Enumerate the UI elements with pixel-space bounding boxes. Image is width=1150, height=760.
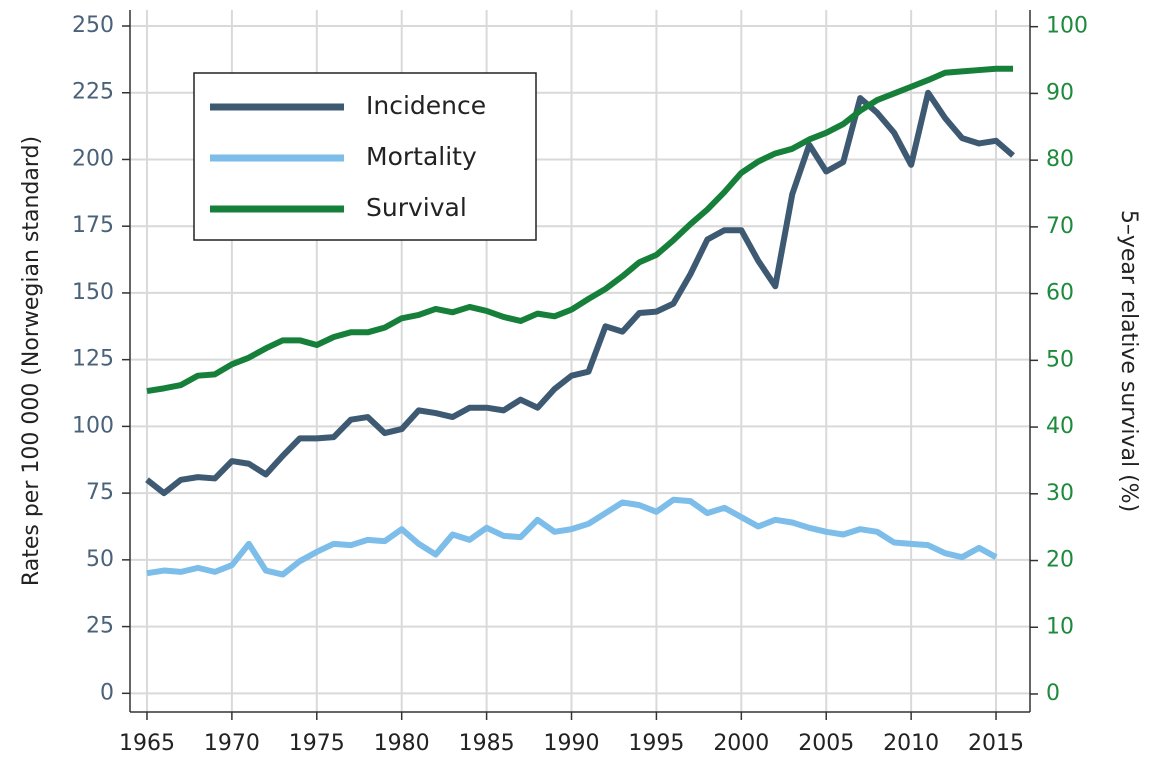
- y-tick-label: 175: [72, 213, 114, 238]
- x-tick-label: 1970: [204, 731, 260, 756]
- y-tick-label: 150: [72, 280, 114, 305]
- y-axis-label: Rates per 100 000 (Norwegian standard): [19, 136, 44, 586]
- y2-tick-label: 30: [1046, 481, 1074, 506]
- x-tick-label: 2015: [968, 731, 1024, 756]
- y-tick-label: 75: [86, 480, 114, 505]
- y-tick-label: 200: [72, 146, 114, 171]
- y2-tick-label: 20: [1046, 548, 1074, 573]
- y-tick-label: 100: [72, 413, 114, 438]
- x-tick-label: 1990: [544, 731, 600, 756]
- y2-tick-label: 10: [1046, 614, 1074, 639]
- y2-tick-label: 70: [1046, 214, 1074, 239]
- y-tick-label: 250: [72, 13, 114, 38]
- x-tick-label: 1975: [289, 731, 345, 756]
- x-tick-label: 1995: [628, 731, 684, 756]
- y-tick-label: 225: [72, 80, 114, 105]
- y2-tick-label: 100: [1046, 14, 1088, 39]
- data-line: [146, 65, 1014, 394]
- y-tick-label: 25: [86, 614, 114, 639]
- x-tick-label: 2005: [798, 731, 854, 756]
- y2-tick-label: 40: [1046, 414, 1074, 439]
- y2-tick-label: 0: [1046, 681, 1060, 706]
- x-tick-label: 1980: [374, 731, 430, 756]
- legend-label: Mortality: [366, 142, 477, 171]
- x-tick-label: 2010: [883, 731, 939, 756]
- y-tick-label: 0: [100, 680, 114, 705]
- y2-tick-label: 60: [1046, 281, 1074, 306]
- y2-tick-label: 90: [1046, 80, 1074, 105]
- y2-tick-label: 50: [1046, 347, 1074, 372]
- y-tick-label: 125: [72, 347, 114, 372]
- legend-label: Incidence: [366, 91, 486, 120]
- y-tick-label: 50: [86, 547, 114, 572]
- y2-tick-label: 80: [1046, 147, 1074, 172]
- y2-axis-label: 5–year relative survival (%): [1116, 210, 1141, 512]
- x-tick-label: 1985: [459, 731, 515, 756]
- x-tick-label: 1965: [119, 731, 175, 756]
- legend-label: Survival: [366, 193, 467, 222]
- data-line: [146, 496, 998, 578]
- x-tick-label: 2000: [713, 731, 769, 756]
